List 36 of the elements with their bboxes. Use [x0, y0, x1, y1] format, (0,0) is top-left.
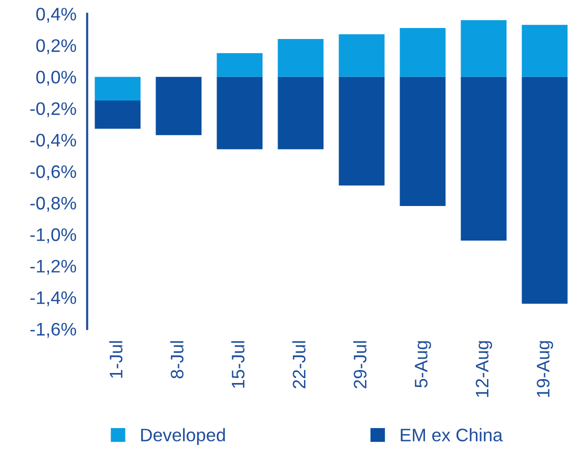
y-tick-label: -1,0%: [30, 228, 76, 244]
y-tick-label: -1,4%: [30, 291, 76, 306]
bar: [94, 100, 141, 129]
x-tick-label: 19-Aug: [536, 341, 554, 397]
x-tick-label: 22-Jul: [292, 341, 306, 388]
x-tick-label: 1-Jul: [109, 341, 122, 378]
bar: [338, 76, 385, 186]
bar: [338, 34, 385, 77]
y-tick-label: 0,0%: [36, 70, 76, 86]
x-tick-label: 5-Aug: [414, 341, 432, 388]
y-tick-label: 0,4%: [36, 8, 76, 23]
bar: [522, 76, 568, 304]
x-tick-label: 8-Jul: [170, 341, 184, 378]
y-tick-label: -0,8%: [30, 196, 76, 212]
bar: [278, 76, 324, 150]
y-tick-label: -0,2%: [30, 102, 76, 118]
bar: [156, 76, 202, 136]
y-tick-label: -1,2%: [30, 260, 76, 275]
x-tick-label: 12-Aug: [476, 341, 492, 397]
bar: [400, 76, 446, 206]
y-tick-label: -0,4%: [30, 134, 76, 149]
y-tick-label: 0,2%: [36, 39, 76, 54]
bar: [278, 39, 324, 77]
legend-label: Developed: [141, 428, 225, 445]
bar: [460, 76, 507, 241]
x-tick-label: 29-Jul: [353, 341, 367, 388]
legend-label: EM ex China: [400, 428, 503, 442]
x-tick-label: 15-Jul: [231, 341, 245, 388]
bar: [216, 53, 263, 77]
bar: [460, 20, 507, 77]
bar: [400, 28, 446, 77]
y-tick-label: -0,6%: [30, 165, 76, 180]
bar: [522, 24, 568, 77]
y-tick-label: -1,6%: [30, 322, 76, 338]
bar: [94, 76, 141, 100]
bar: [216, 76, 263, 150]
